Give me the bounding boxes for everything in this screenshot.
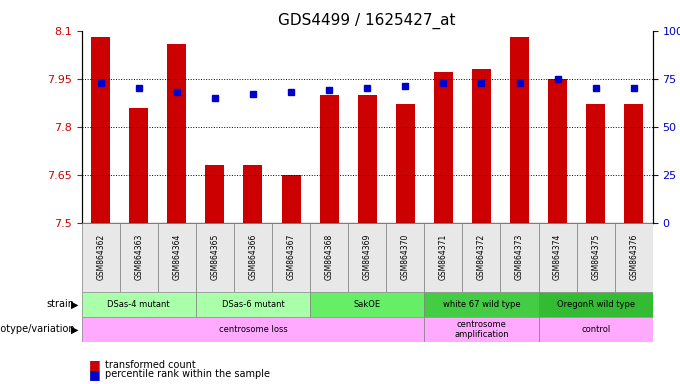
Bar	[548, 79, 567, 223]
Text: centrosome
amplification: centrosome amplification	[454, 319, 509, 339]
Bar	[586, 104, 605, 223]
Text: GSM864368: GSM864368	[324, 234, 334, 280]
FancyBboxPatch shape	[234, 223, 272, 292]
FancyBboxPatch shape	[196, 292, 310, 317]
Bar	[624, 104, 643, 223]
Title: GDS4499 / 1625427_at: GDS4499 / 1625427_at	[278, 13, 456, 29]
FancyBboxPatch shape	[310, 223, 348, 292]
Bar	[320, 95, 339, 223]
Text: GSM864374: GSM864374	[553, 234, 562, 280]
FancyBboxPatch shape	[539, 292, 653, 317]
Text: OregonR wild type: OregonR wild type	[557, 300, 634, 309]
Text: GSM864363: GSM864363	[134, 234, 143, 280]
Text: ▶: ▶	[71, 324, 78, 334]
Text: GSM864373: GSM864373	[515, 234, 524, 280]
FancyBboxPatch shape	[82, 317, 424, 342]
FancyBboxPatch shape	[424, 317, 539, 342]
FancyBboxPatch shape	[158, 223, 196, 292]
Text: GSM864370: GSM864370	[401, 234, 410, 280]
FancyBboxPatch shape	[577, 223, 615, 292]
Text: GSM864376: GSM864376	[629, 234, 639, 280]
Text: SakOE: SakOE	[354, 300, 381, 309]
FancyBboxPatch shape	[462, 223, 500, 292]
FancyBboxPatch shape	[120, 223, 158, 292]
Text: GSM864375: GSM864375	[591, 234, 600, 280]
Bar	[167, 43, 186, 223]
Bar	[91, 37, 110, 223]
Bar	[434, 72, 453, 223]
Text: GSM864365: GSM864365	[210, 234, 220, 280]
Bar	[282, 175, 301, 223]
FancyBboxPatch shape	[348, 223, 386, 292]
FancyBboxPatch shape	[310, 292, 424, 317]
FancyBboxPatch shape	[196, 223, 234, 292]
Text: GSM864362: GSM864362	[96, 234, 105, 280]
FancyBboxPatch shape	[82, 292, 196, 317]
Text: ■: ■	[88, 358, 100, 371]
Text: DSas-4 mutant: DSas-4 mutant	[107, 300, 170, 309]
Bar	[472, 69, 491, 223]
Text: GSM864372: GSM864372	[477, 234, 486, 280]
FancyBboxPatch shape	[272, 223, 310, 292]
FancyBboxPatch shape	[82, 223, 120, 292]
Text: strain: strain	[47, 299, 75, 310]
Text: white 67 wild type: white 67 wild type	[443, 300, 520, 309]
FancyBboxPatch shape	[500, 223, 539, 292]
Bar	[243, 165, 262, 223]
Text: GSM864367: GSM864367	[286, 234, 296, 280]
Bar	[510, 37, 529, 223]
Text: genotype/variation: genotype/variation	[0, 324, 75, 334]
Text: centrosome loss: centrosome loss	[218, 325, 288, 334]
Bar	[358, 95, 377, 223]
Bar	[129, 108, 148, 223]
Text: GSM864364: GSM864364	[172, 234, 182, 280]
FancyBboxPatch shape	[386, 223, 424, 292]
Text: GSM864366: GSM864366	[248, 234, 258, 280]
Bar	[205, 165, 224, 223]
Bar	[396, 104, 415, 223]
Text: GSM864369: GSM864369	[362, 234, 372, 280]
Text: ■: ■	[88, 368, 100, 381]
FancyBboxPatch shape	[424, 223, 462, 292]
Text: GSM864371: GSM864371	[439, 234, 448, 280]
FancyBboxPatch shape	[539, 223, 577, 292]
FancyBboxPatch shape	[539, 317, 653, 342]
FancyBboxPatch shape	[615, 223, 653, 292]
FancyBboxPatch shape	[424, 292, 539, 317]
Text: control: control	[581, 325, 611, 334]
Text: ▶: ▶	[71, 299, 78, 310]
Text: percentile rank within the sample: percentile rank within the sample	[105, 369, 271, 379]
Text: transformed count: transformed count	[105, 360, 196, 370]
Text: DSas-6 mutant: DSas-6 mutant	[222, 300, 284, 309]
